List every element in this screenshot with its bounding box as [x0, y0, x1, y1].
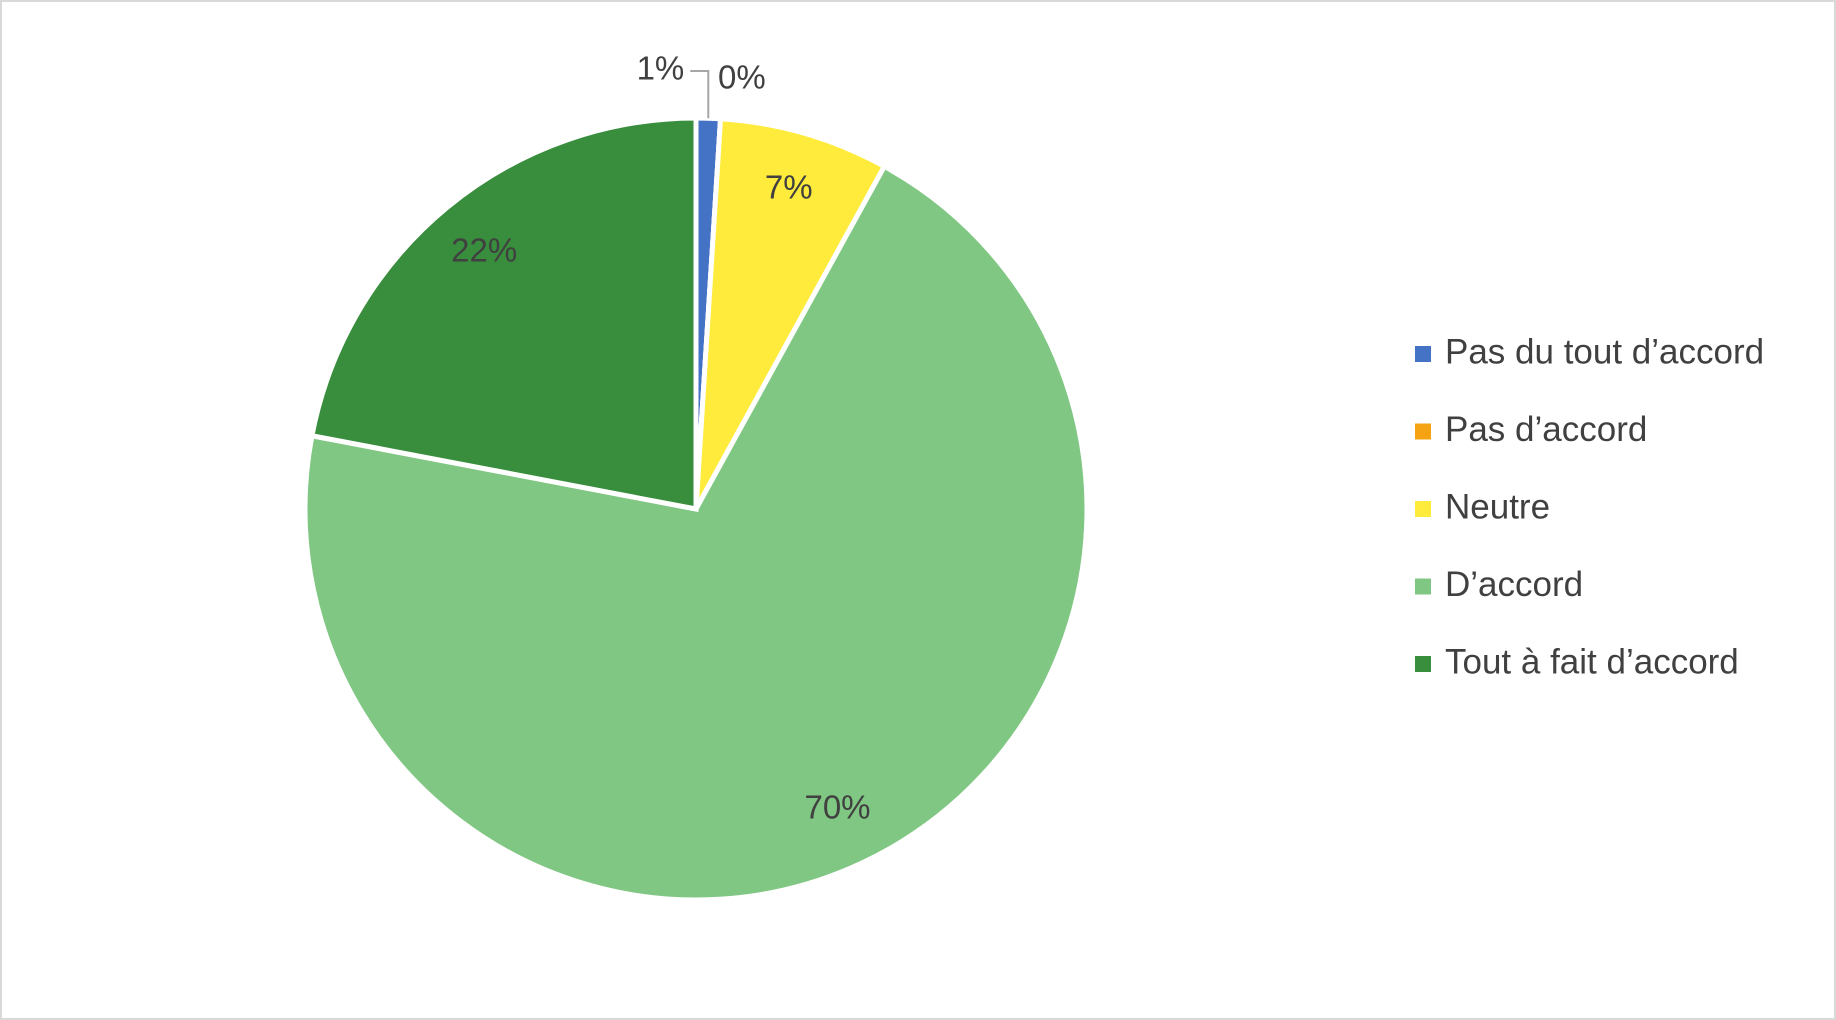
legend-swatch [1415, 346, 1431, 362]
legend-swatch [1415, 656, 1431, 672]
legend-label: D’accord [1445, 565, 1583, 604]
leader-line [690, 70, 710, 119]
legend-swatch [1415, 578, 1431, 595]
pie-slice [302, 162, 1090, 903]
pie-slice [309, 115, 699, 513]
data-label: 22% [451, 232, 517, 269]
legend-label: Neutre [1445, 487, 1550, 526]
legend-swatch [1415, 501, 1431, 517]
legend-label: Pas du tout d’accord [1445, 332, 1764, 371]
data-label: 0% [718, 59, 766, 96]
pie-slice [693, 116, 888, 511]
data-label: 7% [765, 169, 813, 206]
legend-label: Tout à fait d’accord [1445, 642, 1739, 681]
data-label: 1% [637, 50, 685, 87]
data-label: 70% [804, 788, 870, 825]
legend-swatch [1415, 423, 1431, 440]
legend-label: Pas d’accord [1445, 410, 1647, 449]
